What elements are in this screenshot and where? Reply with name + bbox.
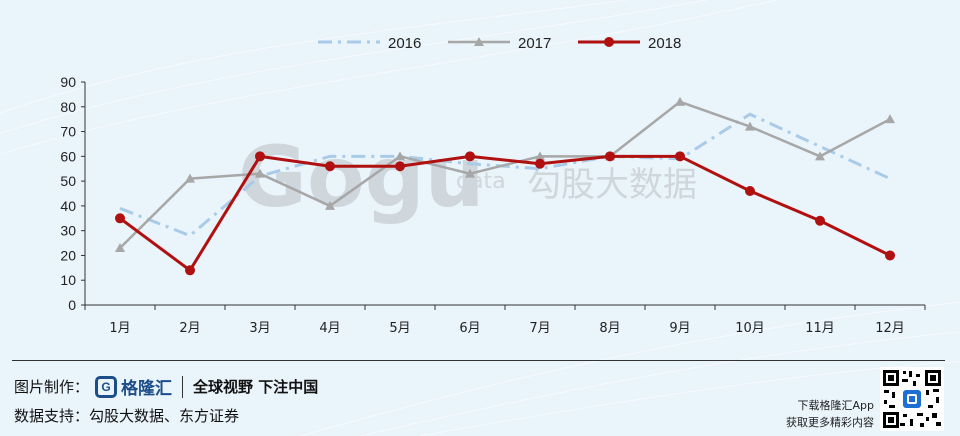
data-point-2018 bbox=[745, 186, 755, 197]
data-point-2017 bbox=[465, 168, 475, 178]
data-point-2017 bbox=[535, 151, 545, 161]
watermark: Gogu data 勾股大数据 bbox=[238, 128, 697, 226]
legend-marker-2017 bbox=[474, 37, 484, 46]
data-point-2017 bbox=[745, 121, 755, 131]
data-point-2018 bbox=[815, 215, 825, 226]
made-by-label: 图片制作： bbox=[14, 378, 90, 396]
data-point-2018 bbox=[885, 250, 895, 261]
y-tick-label: 80 bbox=[60, 99, 76, 115]
data-point-2017 bbox=[395, 151, 405, 161]
data-point-2017 bbox=[325, 200, 335, 210]
data-point-2017 bbox=[815, 151, 825, 161]
legend-label-2018: 2018 bbox=[648, 35, 681, 52]
y-tick-label: 60 bbox=[60, 148, 76, 164]
x-tick-label: 8月 bbox=[599, 321, 620, 336]
x-tick-label: 6月 bbox=[459, 321, 480, 336]
y-tick-label: 30 bbox=[60, 223, 76, 239]
x-tick-label: 2月 bbox=[179, 321, 200, 336]
brand-logo: G 格隆汇 bbox=[95, 374, 172, 399]
legend-label-2017: 2017 bbox=[518, 35, 551, 52]
y-tick-label: 90 bbox=[60, 74, 76, 90]
y-tick-label: 20 bbox=[60, 247, 76, 263]
line-chart: Gogu data 勾股大数据 0 10 20 30 40 50 60 70 80 90 1月 2月… bbox=[60, 35, 926, 336]
x-tick-label: 9月 bbox=[669, 321, 690, 336]
data-point-2018 bbox=[185, 265, 195, 276]
y-tick-label: 50 bbox=[60, 173, 76, 189]
y-tick-label: 70 bbox=[60, 124, 76, 140]
x-tick-label: 12月 bbox=[875, 321, 905, 336]
data-point-2018 bbox=[465, 151, 475, 162]
watermark-cn: 勾股大数据 bbox=[527, 165, 697, 205]
made-by-row: 图片制作： G 格隆汇 全球视野 下注中国 bbox=[14, 374, 318, 399]
y-tick-label: 0 bbox=[68, 297, 76, 313]
data-point-2017 bbox=[885, 114, 895, 124]
data-point-2017 bbox=[255, 168, 265, 178]
watermark-brand: Gogu bbox=[238, 128, 485, 226]
data-point-2017 bbox=[115, 243, 125, 253]
series-line-2018 bbox=[119, 154, 891, 273]
qr-code-icon[interactable] bbox=[880, 367, 944, 431]
x-tick-label: 3月 bbox=[249, 321, 270, 336]
data-point-2018 bbox=[605, 151, 615, 162]
x-tick-label: 11月 bbox=[805, 321, 835, 336]
footer-divider bbox=[12, 360, 945, 361]
y-ticks: 0 10 20 30 40 50 60 70 80 90 bbox=[60, 74, 85, 313]
legend-label-2016: 2016 bbox=[388, 35, 421, 52]
data-point-2018 bbox=[395, 161, 405, 172]
data-point-2018 bbox=[325, 161, 335, 172]
slogan: 全球视野 下注中国 bbox=[193, 378, 319, 396]
x-tick-label: 5月 bbox=[389, 321, 410, 336]
y-tick-label: 40 bbox=[60, 198, 76, 214]
x-ticks: 1月 2月 3月 4月 5月 6月 7月 8月 9月 10月 11月 12月 bbox=[84, 305, 926, 336]
app-more-text: 获取更多精彩内容 bbox=[786, 416, 874, 429]
data-point-2018 bbox=[115, 213, 125, 224]
x-tick-label: 10月 bbox=[735, 321, 765, 336]
x-tick-label: 4月 bbox=[319, 321, 340, 336]
app-download-text: 下载格隆汇App bbox=[797, 399, 875, 412]
data-point-2018 bbox=[675, 151, 685, 162]
logo-icon: G bbox=[95, 375, 118, 398]
logo-name: 格隆汇 bbox=[121, 379, 173, 399]
legend: 2016 2017 2018 bbox=[318, 35, 681, 52]
data-point-2018 bbox=[535, 158, 545, 169]
source-label: 数据支持： bbox=[14, 407, 90, 425]
data-point-2018 bbox=[255, 151, 265, 162]
series-lines bbox=[115, 96, 895, 276]
data-point-2017 bbox=[185, 173, 195, 183]
source-value: 勾股大数据、东方证券 bbox=[89, 407, 240, 425]
legend-marker-2018 bbox=[604, 37, 614, 47]
x-tick-label: 1月 bbox=[109, 321, 130, 336]
data-point-2017 bbox=[675, 96, 685, 106]
logo-separator bbox=[182, 375, 184, 398]
x-tick-label: 7月 bbox=[529, 321, 550, 336]
y-tick-label: 10 bbox=[60, 272, 76, 288]
source-row: 数据支持：勾股大数据、东方证券 bbox=[14, 405, 239, 426]
